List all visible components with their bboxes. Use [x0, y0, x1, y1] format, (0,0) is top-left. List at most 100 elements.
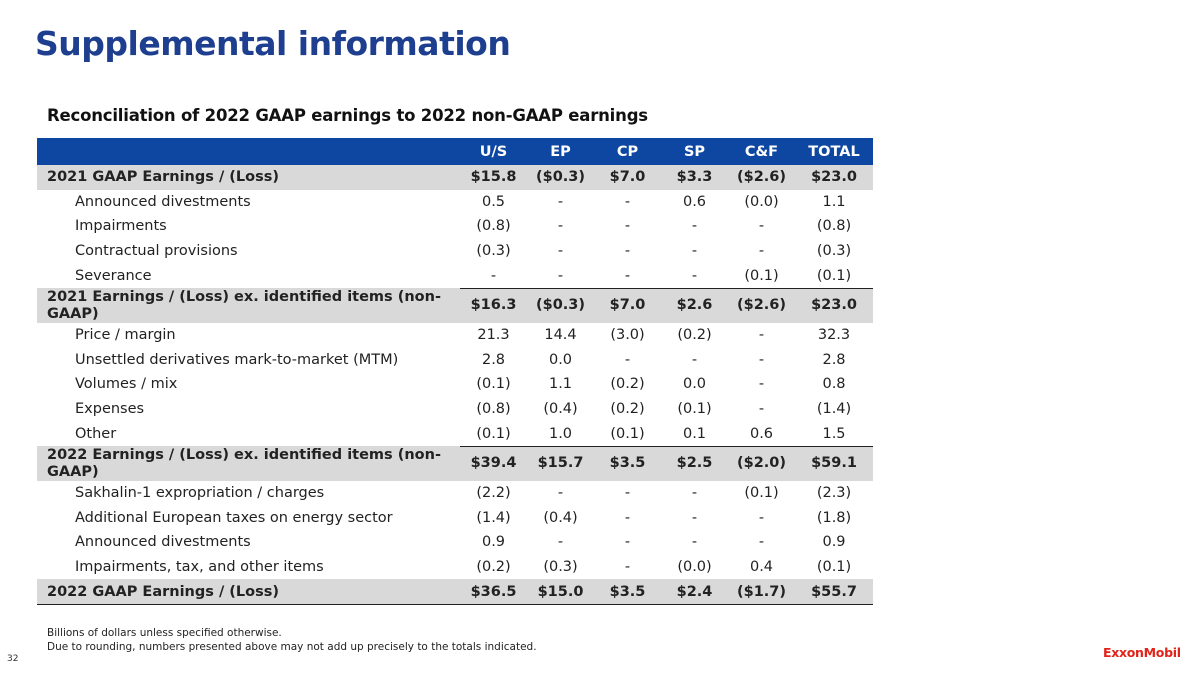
cell-value: (0.3) — [476, 243, 511, 260]
cell-value: 0.9 — [481, 534, 506, 551]
cell-value: - — [691, 509, 698, 526]
table-row: Impairments (0.8) - - - - (0.8) — [37, 214, 873, 239]
cell-value: - — [557, 218, 564, 235]
footnote-units: Billions of dollars unless specified oth… — [47, 627, 282, 639]
table-row: Contractual provisions (0.3) - - - - (0.3) — [37, 239, 873, 264]
subtotal-row: 2021 GAAP Earnings / (Loss) $15.8 ($0.3) $7… — [37, 165, 873, 190]
cell-value: ($0.3) — [527, 288, 594, 323]
table-row: Announced divestments 0.9 - - - - 0.9 — [37, 530, 873, 555]
cell-value: (3.0) — [610, 327, 645, 344]
row-label: Impairments, tax, and other items — [75, 559, 324, 576]
cell-value: - — [557, 485, 564, 502]
cell-value: $2.4 — [661, 579, 728, 605]
table-row: Additional European taxes on energy sect… — [37, 506, 873, 531]
row-label: 2021 GAAP Earnings / (Loss) — [37, 165, 460, 190]
row-label: Price / margin — [75, 327, 176, 344]
table-header-row: U/S EP CP SP C&F TOTAL — [37, 138, 873, 165]
cell-value: (0.8) — [816, 218, 852, 235]
cell-value: (0.1) — [460, 421, 527, 447]
column-header: EP — [527, 138, 594, 165]
cell-value: (0.8) — [476, 218, 511, 235]
cell-value: (1.4) — [816, 401, 852, 418]
subtotal-row: 2021 Earnings / (Loss) ex. identified it… — [37, 288, 873, 323]
cell-value: 21.3 — [477, 327, 510, 344]
cell-value: $3.3 — [661, 165, 728, 190]
cell-value: 0.5 — [481, 193, 506, 210]
table-row: Impairments, tax, and other items (0.2) (0… — [37, 555, 873, 580]
column-header: CP — [594, 138, 661, 165]
cell-value: ($2.0) — [728, 446, 795, 481]
cell-value: - — [624, 218, 631, 235]
header-blank — [37, 138, 460, 165]
table-row: Severance - - - - (0.1) (0.1) — [37, 263, 873, 289]
row-label: 2022 Earnings / (Loss) ex. identified it… — [37, 446, 460, 481]
cell-value: - — [758, 243, 765, 260]
cell-value: - — [661, 263, 728, 289]
cell-value: - — [758, 509, 765, 526]
column-header: SP — [661, 138, 728, 165]
page-title: Supplemental information — [35, 24, 511, 63]
cell-value: - — [624, 534, 631, 551]
row-label: Sakhalin-1 expropriation / charges — [75, 485, 325, 502]
cell-value: - — [691, 534, 698, 551]
cell-value: 0.6 — [682, 193, 707, 210]
cell-value: (0.2) — [610, 401, 645, 418]
cell-value: $15.7 — [527, 446, 594, 481]
cell-value: - — [557, 193, 564, 210]
cell-value: ($2.6) — [728, 288, 795, 323]
cell-value: 0.8 — [822, 376, 846, 393]
cell-value: 32.3 — [817, 327, 851, 344]
cell-value: (0.0) — [677, 559, 712, 576]
cell-value: - — [624, 193, 631, 210]
cell-value: - — [557, 534, 564, 551]
cell-value: - — [758, 401, 765, 418]
cell-value: - — [758, 351, 765, 368]
table-row: Expenses (0.8) (0.4) (0.2) (0.1) - (1.4) — [37, 397, 873, 422]
cell-value: 1.0 — [527, 421, 594, 447]
row-label: Unsettled derivatives mark-to-market (MT… — [75, 351, 399, 368]
cell-value: (0.1) — [795, 263, 873, 289]
cell-value: (0.4) — [543, 401, 578, 418]
subtotal-row: 2022 GAAP Earnings / (Loss) $36.5 $15.0 $3.… — [37, 579, 873, 605]
cell-value: (0.2) — [476, 559, 511, 576]
exxonmobil-logo: ExxonMobil — [1103, 645, 1181, 660]
cell-value: 0.9 — [822, 534, 846, 551]
footnote-rounding: Due to rounding, numbers presented above… — [47, 641, 537, 653]
cell-value: ($1.7) — [728, 579, 795, 605]
cell-value: $2.6 — [661, 288, 728, 323]
cell-value: 0.4 — [749, 559, 774, 576]
cell-value: - — [691, 218, 698, 235]
cell-value: (0.1) — [728, 263, 795, 289]
subtotal-row: 2022 Earnings / (Loss) ex. identified it… — [37, 446, 873, 481]
cell-value: (0.2) — [610, 376, 645, 393]
table-row: Price / margin 21.3 14.4 (3.0) (0.2) - 32.3 — [37, 323, 873, 348]
column-header: C&F — [728, 138, 795, 165]
cell-value: (2.2) — [476, 485, 511, 502]
cell-value: $3.5 — [594, 446, 661, 481]
cell-value: - — [758, 327, 765, 344]
column-header: U/S — [460, 138, 527, 165]
row-label: Announced divestments — [75, 534, 251, 551]
cell-value: - — [527, 263, 594, 289]
cell-value: - — [460, 263, 527, 289]
cell-value: $16.3 — [460, 288, 527, 323]
cell-value: 2.8 — [481, 351, 506, 368]
cell-value: - — [758, 534, 765, 551]
cell-value: - — [691, 485, 698, 502]
cell-value: - — [624, 509, 631, 526]
row-label: Other — [75, 425, 117, 442]
cell-value: 0.6 — [728, 421, 795, 447]
table-row: Volumes / mix (0.1) 1.1 (0.2) 0.0 - 0.8 — [37, 372, 873, 397]
reconciliation-table: U/S EP CP SP C&F TOTAL 2021 GAAP Earning… — [37, 138, 873, 605]
cell-value: - — [624, 559, 631, 576]
table-row: Announced divestments 0.5 - - 0.6 (0.0) 1.1 — [37, 190, 873, 215]
cell-value: (0.1) — [476, 376, 511, 393]
row-label: Impairments — [75, 218, 167, 235]
cell-value: - — [624, 243, 631, 260]
cell-value: (0.1) — [744, 485, 779, 502]
cell-value: $59.1 — [795, 446, 873, 481]
row-label: Announced divestments — [75, 193, 251, 210]
cell-value: (1.8) — [816, 509, 852, 526]
cell-value: - — [557, 243, 564, 260]
table-title: Reconciliation of 2022 GAAP earnings to … — [47, 106, 648, 125]
